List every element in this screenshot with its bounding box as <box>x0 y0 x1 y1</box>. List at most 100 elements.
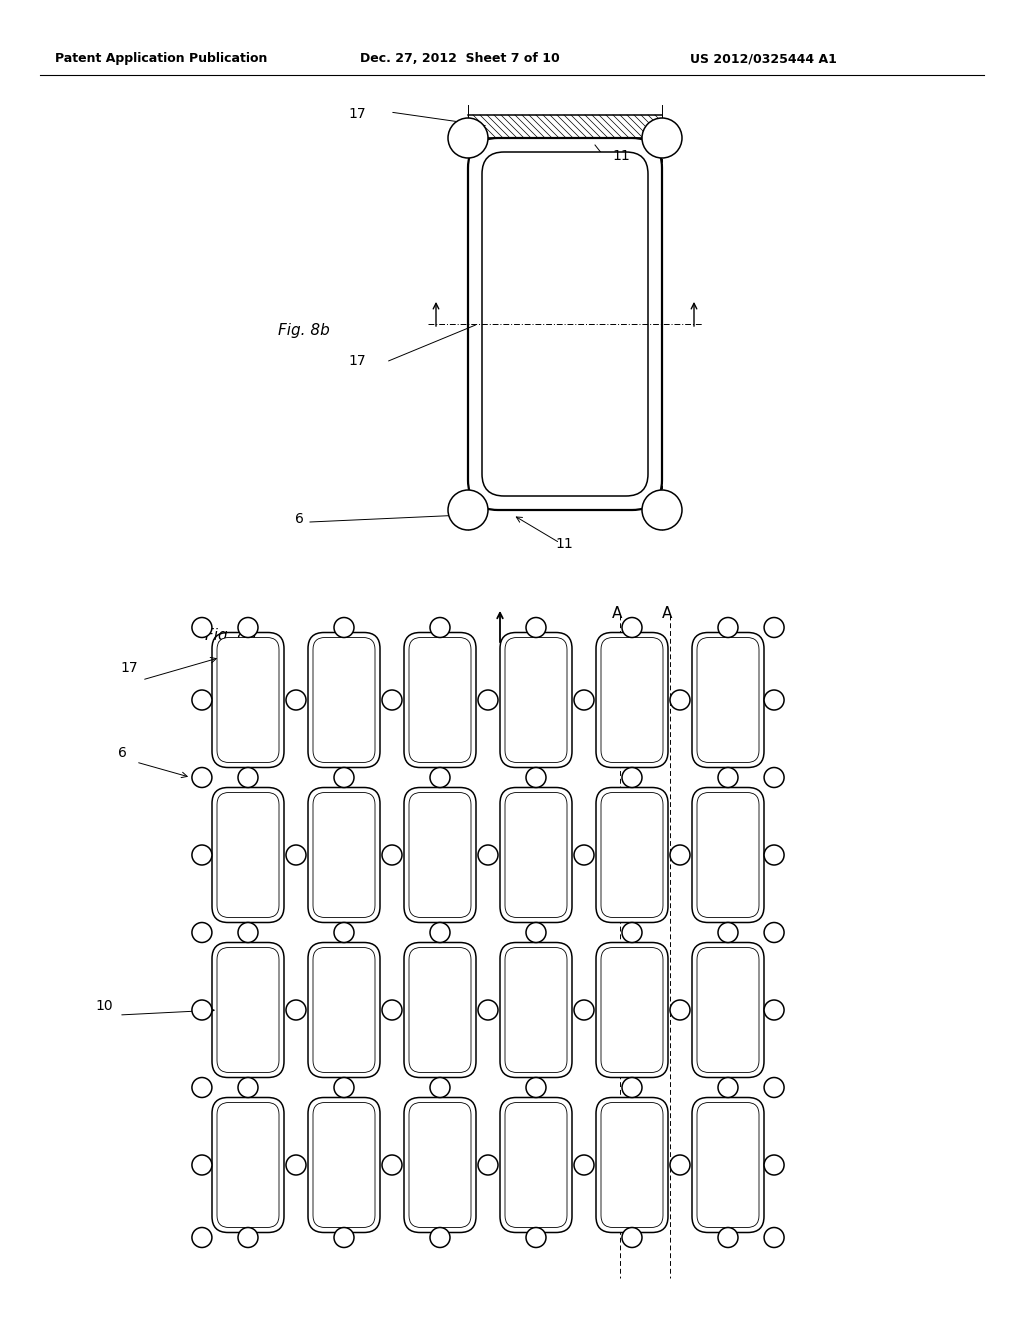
Circle shape <box>478 1001 498 1020</box>
FancyBboxPatch shape <box>217 792 279 917</box>
Circle shape <box>574 1001 594 1020</box>
Text: Dec. 27, 2012  Sheet 7 of 10: Dec. 27, 2012 Sheet 7 of 10 <box>360 51 560 65</box>
Circle shape <box>191 1077 212 1097</box>
Circle shape <box>430 767 450 788</box>
Circle shape <box>764 690 784 710</box>
Circle shape <box>526 618 546 638</box>
Circle shape <box>670 690 690 710</box>
FancyBboxPatch shape <box>409 1102 471 1228</box>
FancyBboxPatch shape <box>596 1097 668 1233</box>
Text: A: A <box>662 606 673 620</box>
Circle shape <box>191 1228 212 1247</box>
Circle shape <box>526 767 546 788</box>
Circle shape <box>574 845 594 865</box>
Circle shape <box>191 845 212 865</box>
Circle shape <box>622 1077 642 1097</box>
FancyBboxPatch shape <box>404 1097 476 1233</box>
FancyBboxPatch shape <box>217 1102 279 1228</box>
FancyBboxPatch shape <box>404 788 476 923</box>
FancyBboxPatch shape <box>601 792 663 917</box>
Circle shape <box>622 1228 642 1247</box>
Circle shape <box>238 618 258 638</box>
Circle shape <box>286 845 306 865</box>
Circle shape <box>449 117 488 158</box>
FancyBboxPatch shape <box>697 948 759 1072</box>
Text: 17: 17 <box>348 107 366 121</box>
FancyBboxPatch shape <box>601 1102 663 1228</box>
FancyBboxPatch shape <box>313 792 375 917</box>
FancyBboxPatch shape <box>596 788 668 923</box>
Circle shape <box>238 1228 258 1247</box>
Text: Fig. 8a: Fig. 8a <box>205 628 256 643</box>
FancyBboxPatch shape <box>500 942 572 1077</box>
Circle shape <box>574 690 594 710</box>
Text: 11: 11 <box>555 537 572 550</box>
FancyBboxPatch shape <box>482 152 648 496</box>
Circle shape <box>764 923 784 942</box>
FancyBboxPatch shape <box>601 638 663 763</box>
Circle shape <box>430 1228 450 1247</box>
Circle shape <box>238 767 258 788</box>
Text: 17: 17 <box>348 354 366 368</box>
Circle shape <box>478 690 498 710</box>
Circle shape <box>764 1155 784 1175</box>
Circle shape <box>764 1077 784 1097</box>
FancyBboxPatch shape <box>505 948 567 1072</box>
FancyBboxPatch shape <box>308 1097 380 1233</box>
Circle shape <box>382 845 402 865</box>
Circle shape <box>191 618 212 638</box>
Circle shape <box>334 1077 354 1097</box>
Circle shape <box>334 767 354 788</box>
FancyBboxPatch shape <box>217 638 279 763</box>
Text: 6: 6 <box>118 746 127 760</box>
FancyBboxPatch shape <box>212 942 284 1077</box>
Circle shape <box>382 690 402 710</box>
Circle shape <box>430 1077 450 1097</box>
FancyBboxPatch shape <box>217 948 279 1072</box>
FancyBboxPatch shape <box>212 788 284 923</box>
FancyBboxPatch shape <box>409 948 471 1072</box>
FancyBboxPatch shape <box>313 638 375 763</box>
Circle shape <box>526 923 546 942</box>
Circle shape <box>191 923 212 942</box>
FancyBboxPatch shape <box>409 792 471 917</box>
Circle shape <box>764 1001 784 1020</box>
FancyBboxPatch shape <box>692 788 764 923</box>
Circle shape <box>574 1155 594 1175</box>
Circle shape <box>191 1001 212 1020</box>
FancyBboxPatch shape <box>692 632 764 767</box>
FancyBboxPatch shape <box>697 1102 759 1228</box>
Text: 6: 6 <box>295 512 304 525</box>
Circle shape <box>286 1001 306 1020</box>
FancyBboxPatch shape <box>404 632 476 767</box>
FancyBboxPatch shape <box>500 632 572 767</box>
Text: 17: 17 <box>120 661 137 675</box>
Circle shape <box>478 1155 498 1175</box>
Circle shape <box>622 923 642 942</box>
FancyBboxPatch shape <box>596 632 668 767</box>
FancyBboxPatch shape <box>308 632 380 767</box>
Text: Fig. 8b: Fig. 8b <box>278 323 330 338</box>
FancyBboxPatch shape <box>601 948 663 1072</box>
Circle shape <box>526 1228 546 1247</box>
FancyBboxPatch shape <box>404 942 476 1077</box>
Circle shape <box>334 1228 354 1247</box>
Circle shape <box>526 1077 546 1097</box>
Circle shape <box>478 845 498 865</box>
Circle shape <box>718 618 738 638</box>
FancyBboxPatch shape <box>500 788 572 923</box>
Text: 11: 11 <box>612 149 630 162</box>
FancyBboxPatch shape <box>692 1097 764 1233</box>
Circle shape <box>238 1077 258 1097</box>
Circle shape <box>238 923 258 942</box>
Circle shape <box>622 618 642 638</box>
Circle shape <box>718 1228 738 1247</box>
Circle shape <box>718 1077 738 1097</box>
FancyBboxPatch shape <box>500 1097 572 1233</box>
Circle shape <box>191 767 212 788</box>
Circle shape <box>286 1155 306 1175</box>
FancyBboxPatch shape <box>313 1102 375 1228</box>
Circle shape <box>430 618 450 638</box>
Circle shape <box>764 1228 784 1247</box>
Circle shape <box>449 490 488 531</box>
